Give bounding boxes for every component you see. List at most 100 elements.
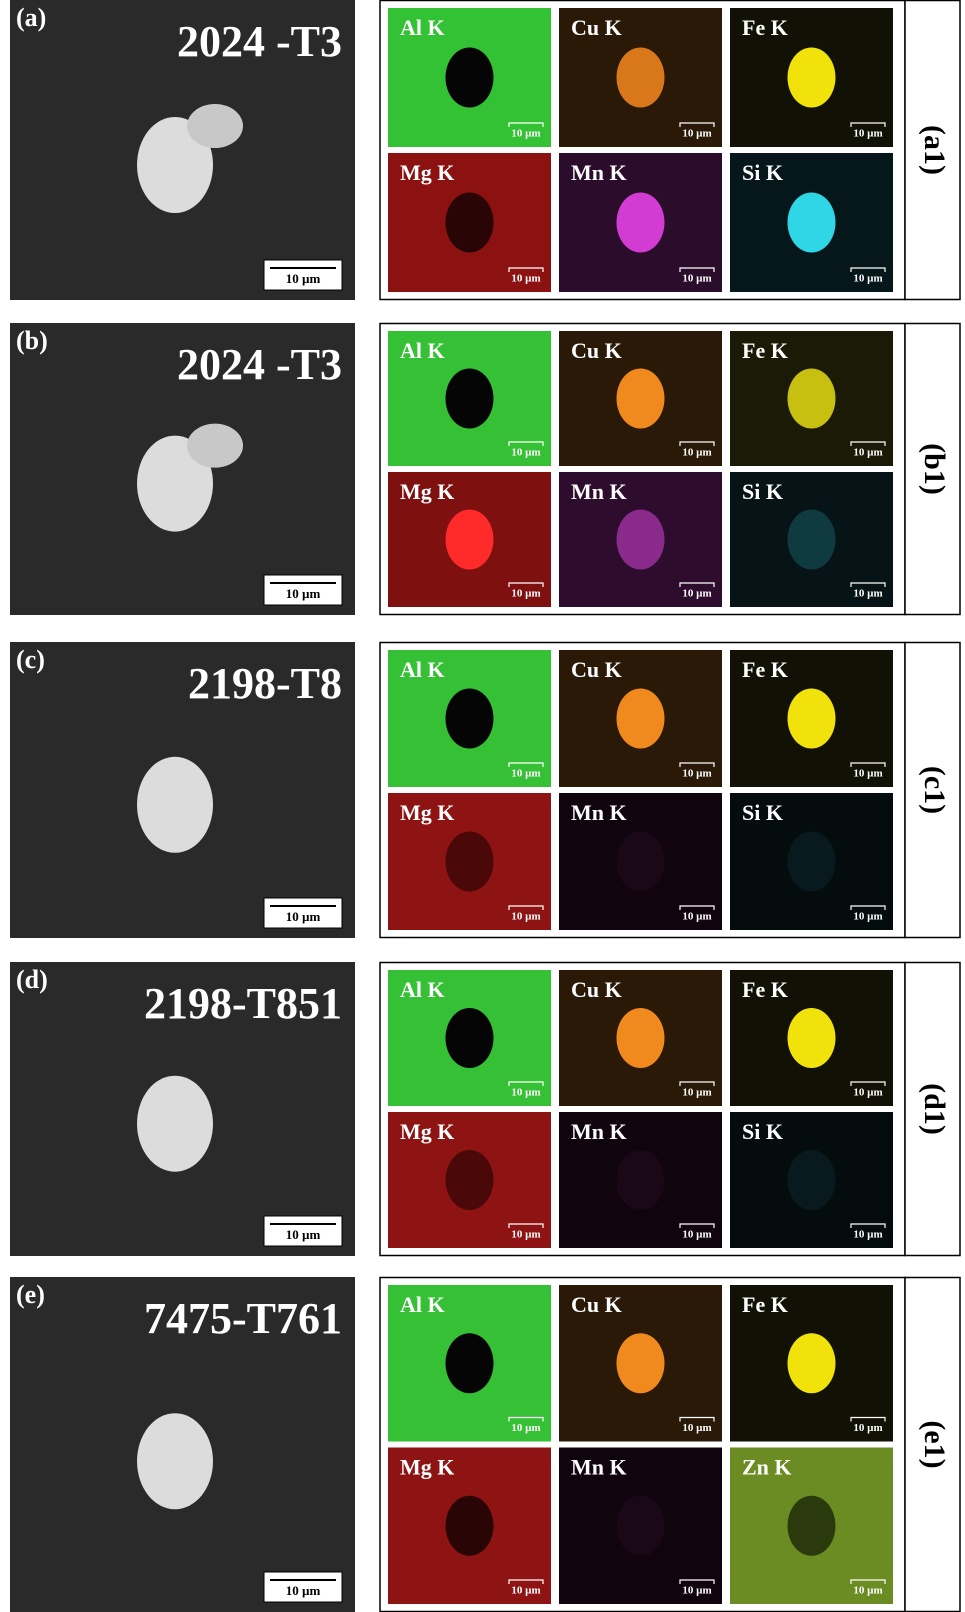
figure: (a) 2024 -T3 10 µm (a1) Al K 10 µm Cu K 10 µm Fe…	[0, 0, 965, 1612]
eds-signal	[788, 1333, 836, 1393]
map-scale-label: 10 µm	[853, 1229, 882, 1241]
map-label: (c1)	[918, 766, 951, 814]
panel-label: (b)	[16, 326, 48, 355]
eds-signal	[788, 689, 836, 749]
element-label: Fe K	[742, 977, 788, 1002]
map-scale-label: 10 µm	[853, 273, 882, 285]
element-label: Cu K	[571, 657, 622, 682]
eds-signal	[788, 193, 836, 253]
element-label: Si K	[742, 479, 783, 504]
eds-signal	[617, 1008, 665, 1068]
map-scale-label: 10 µm	[511, 128, 540, 140]
map-scale-label: 10 µm	[682, 1087, 711, 1099]
element-label: Al K	[400, 1292, 445, 1317]
eds-signal	[617, 510, 665, 570]
particle	[187, 104, 243, 148]
map-scale-label: 10 µm	[682, 1229, 711, 1241]
map-scale-label: 10 µm	[853, 588, 882, 600]
map-scale-label: 10 µm	[853, 1585, 882, 1597]
element-label: Fe K	[742, 1292, 788, 1317]
map-scale-label: 10 µm	[511, 447, 540, 459]
element-label: Mg K	[400, 1455, 454, 1480]
alloy-title: 2024 -T3	[177, 340, 342, 389]
map-scale-label: 10 µm	[682, 588, 711, 600]
map-scale-label: 10 µm	[682, 447, 711, 459]
eds-signal	[788, 832, 836, 892]
element-label: Al K	[400, 977, 445, 1002]
element-label: Al K	[400, 338, 445, 363]
panel-label: (e)	[16, 1280, 45, 1309]
element-label: Cu K	[571, 1292, 622, 1317]
eds-signal	[617, 1150, 665, 1210]
element-label: Mg K	[400, 479, 454, 504]
alloy-title: 2198-T851	[144, 979, 342, 1028]
element-label: Mn K	[571, 160, 627, 185]
element-label: Fe K	[742, 657, 788, 682]
element-label: Mn K	[571, 1455, 627, 1480]
map-label: (b1)	[918, 443, 951, 495]
eds-signal	[446, 1150, 494, 1210]
scale-bar-label: 10 µm	[286, 1227, 321, 1242]
panel-label: (d)	[16, 965, 48, 994]
alloy-title: 2024 -T3	[177, 17, 342, 66]
map-label: (d1)	[918, 1083, 951, 1135]
map-label: (e1)	[918, 1420, 951, 1468]
eds-signal	[617, 689, 665, 749]
map-scale-label: 10 µm	[682, 768, 711, 780]
eds-signal	[617, 193, 665, 253]
map-scale-label: 10 µm	[511, 588, 540, 600]
eds-signal	[617, 369, 665, 429]
map-scale-label: 10 µm	[853, 1422, 882, 1434]
map-scale-label: 10 µm	[853, 128, 882, 140]
panel-label: (c)	[16, 645, 45, 674]
map-scale-label: 10 µm	[682, 128, 711, 140]
element-label: Si K	[742, 800, 783, 825]
map-scale-label: 10 µm	[511, 1422, 540, 1434]
eds-signal	[617, 1333, 665, 1393]
map-scale-label: 10 µm	[853, 911, 882, 923]
scale-bar-label: 10 µm	[286, 586, 321, 601]
map-scale-label: 10 µm	[511, 1087, 540, 1099]
map-scale-label: 10 µm	[511, 911, 540, 923]
eds-signal	[617, 1496, 665, 1556]
element-label: Mn K	[571, 479, 627, 504]
scale-bar-label: 10 µm	[286, 1583, 321, 1598]
map-label: (a1)	[918, 125, 951, 175]
element-label: Fe K	[742, 338, 788, 363]
map-scale-label: 10 µm	[682, 911, 711, 923]
map-scale-label: 10 µm	[511, 1585, 540, 1597]
map-scale-label: 10 µm	[853, 768, 882, 780]
alloy-title: 7475-T761	[144, 1294, 342, 1343]
eds-signal	[446, 193, 494, 253]
map-scale-label: 10 µm	[682, 1585, 711, 1597]
element-label: Si K	[742, 1119, 783, 1144]
element-label: Al K	[400, 657, 445, 682]
element-label: Si K	[742, 160, 783, 185]
element-label: Mn K	[571, 1119, 627, 1144]
element-label: Mg K	[400, 160, 454, 185]
eds-signal	[788, 48, 836, 108]
scale-bar-label: 10 µm	[286, 909, 321, 924]
particle	[187, 424, 243, 468]
map-scale-label: 10 µm	[853, 1087, 882, 1099]
eds-signal	[446, 689, 494, 749]
scale-bar-label: 10 µm	[286, 271, 321, 286]
eds-signal	[446, 832, 494, 892]
alloy-title: 2198-T8	[188, 659, 342, 708]
map-scale-label: 10 µm	[511, 273, 540, 285]
element-label: Cu K	[571, 15, 622, 40]
eds-signal	[788, 510, 836, 570]
eds-signal	[446, 1333, 494, 1393]
element-label: Fe K	[742, 15, 788, 40]
eds-signal	[446, 1496, 494, 1556]
eds-signal	[788, 1150, 836, 1210]
element-label: Mg K	[400, 800, 454, 825]
element-label: Mn K	[571, 800, 627, 825]
eds-signal	[617, 48, 665, 108]
eds-signal	[446, 369, 494, 429]
element-label: Al K	[400, 15, 445, 40]
element-label: Cu K	[571, 338, 622, 363]
map-scale-label: 10 µm	[511, 768, 540, 780]
eds-signal	[446, 510, 494, 570]
panel-label: (a)	[16, 3, 46, 32]
